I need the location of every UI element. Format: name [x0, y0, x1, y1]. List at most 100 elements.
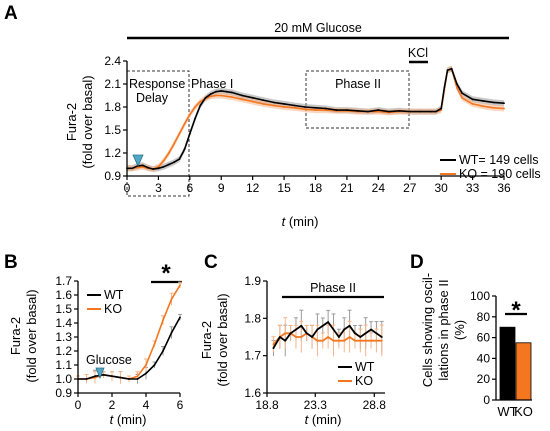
y-tick-label: 2.1 — [104, 77, 121, 91]
data-point-wt — [209, 93, 212, 95]
x-tick-label: 0 — [75, 398, 82, 412]
y-tick-label: 100 — [470, 289, 490, 303]
data-point-wt — [446, 69, 449, 72]
data-point-wt — [131, 167, 134, 170]
data-point-wt — [325, 107, 327, 110]
data-point-ko — [304, 108, 306, 111]
data-point-wt — [455, 83, 458, 85]
x-tick-label: 6 — [177, 398, 184, 412]
data-point-wt — [128, 378, 130, 380]
data-point-wt — [136, 378, 139, 380]
x-tick-label: 6 — [186, 181, 193, 195]
data-point-wt — [295, 328, 297, 331]
data-point-wt — [482, 99, 484, 102]
kcl-label: KCl — [408, 46, 428, 60]
phase2-label: Phase II — [335, 77, 381, 91]
data-point-ko — [471, 103, 474, 105]
data-point-ko — [145, 364, 147, 366]
data-point-wt — [398, 109, 401, 112]
glucose-label: 20 mM Glucose — [274, 21, 362, 35]
x-tick-label: 18 — [309, 181, 323, 195]
data-point-wt — [356, 109, 359, 112]
data-point-wt — [152, 168, 155, 171]
y-tick-label: 1.9 — [244, 274, 261, 288]
y-tick-label: 1.2 — [104, 146, 121, 160]
data-point-wt — [346, 109, 348, 111]
y-tick-label: 1.3 — [55, 330, 72, 344]
legend-a-ko-label: KO = 190 cells — [459, 167, 541, 181]
data-point-wt — [278, 336, 281, 338]
data-point-ko — [162, 319, 164, 322]
data-point-wt — [230, 91, 233, 94]
data-point-wt — [343, 328, 346, 331]
data-point-wt — [289, 332, 292, 335]
data-point-ko — [170, 298, 173, 301]
data-point-wt — [450, 67, 453, 70]
x-category-label: KO — [514, 404, 533, 419]
data-point-wt — [429, 110, 432, 113]
data-point-wt — [314, 106, 317, 109]
data-point-wt — [262, 99, 265, 101]
x-tick-label: 12 — [246, 181, 260, 195]
data-point-ko — [455, 86, 458, 89]
x-tick-label: 23.3 — [304, 398, 328, 412]
data-point-wt — [241, 94, 244, 97]
data-point-ko — [179, 284, 181, 287]
data-point-wt — [162, 165, 165, 168]
glucose-arrow-icon — [132, 154, 144, 167]
panel-b-star: * — [161, 260, 171, 287]
data-point-ko — [359, 339, 362, 342]
panel-c-phase-label: Phase II — [310, 281, 356, 295]
data-point-ko — [364, 339, 367, 342]
data-point-wt — [147, 166, 149, 169]
data-point-wt — [461, 92, 464, 95]
y-tick-label: 1.4 — [55, 316, 72, 330]
data-point-wt — [194, 117, 196, 120]
y-tick-label: 1.6 — [55, 288, 72, 302]
data-point-wt — [284, 339, 287, 342]
data-point-wt — [321, 324, 324, 327]
data-point-wt — [220, 90, 223, 92]
data-point-wt — [183, 148, 186, 151]
y-tick-label: 0.9 — [104, 169, 121, 183]
data-point-ko — [153, 343, 156, 345]
data-point-ko — [220, 94, 223, 97]
data-point-wt — [471, 98, 474, 101]
response-delay-label-line2: Delay — [136, 91, 169, 105]
data-point-ko — [136, 166, 139, 169]
panel-b-xlabel: t (min) — [110, 412, 147, 427]
data-point-wt — [408, 110, 411, 113]
data-point-ko — [293, 106, 296, 109]
data-point-wt — [305, 332, 308, 335]
data-point-wt — [370, 328, 372, 331]
data-point-ko — [332, 339, 335, 342]
data-point-wt — [364, 332, 367, 335]
data-point-ko — [284, 332, 287, 335]
data-point-wt — [335, 109, 338, 111]
data-point-ko — [272, 343, 275, 346]
y-tick-label: 1.0 — [55, 372, 72, 386]
y-tick-label: 0 — [483, 393, 490, 407]
data-point-wt — [199, 104, 202, 107]
data-point-ko — [167, 152, 170, 154]
bar-wt — [499, 326, 516, 401]
x-tick-label: 9 — [218, 181, 225, 195]
panel-c-ylabel-line2: (fold over basal) — [215, 293, 230, 386]
x-category-label: WT — [497, 404, 517, 419]
data-point-ko — [230, 96, 233, 98]
data-point-wt — [419, 110, 422, 113]
phase1-label: Phase I — [191, 77, 233, 91]
data-point-ko — [251, 100, 254, 103]
data-point-wt — [215, 90, 217, 93]
panel-c-axes: 18.8 23.3 28.8 1.6 1.7 1.8 1.9 — [244, 274, 386, 412]
x-tick-label: 15 — [277, 181, 291, 195]
y-tick-label: 1.1 — [55, 358, 72, 372]
panel-c-lines — [272, 321, 383, 350]
panel-a-axes: 0 3 6 9 12 15 18 21 24 27 30 33 360.91.21.51.82.12.4 — [104, 54, 511, 195]
data-point-ko — [272, 104, 275, 107]
y-tick-label: 1.6 — [244, 386, 261, 400]
data-point-ko — [199, 100, 202, 103]
data-point-wt — [162, 350, 164, 352]
data-point-ko — [262, 103, 265, 105]
